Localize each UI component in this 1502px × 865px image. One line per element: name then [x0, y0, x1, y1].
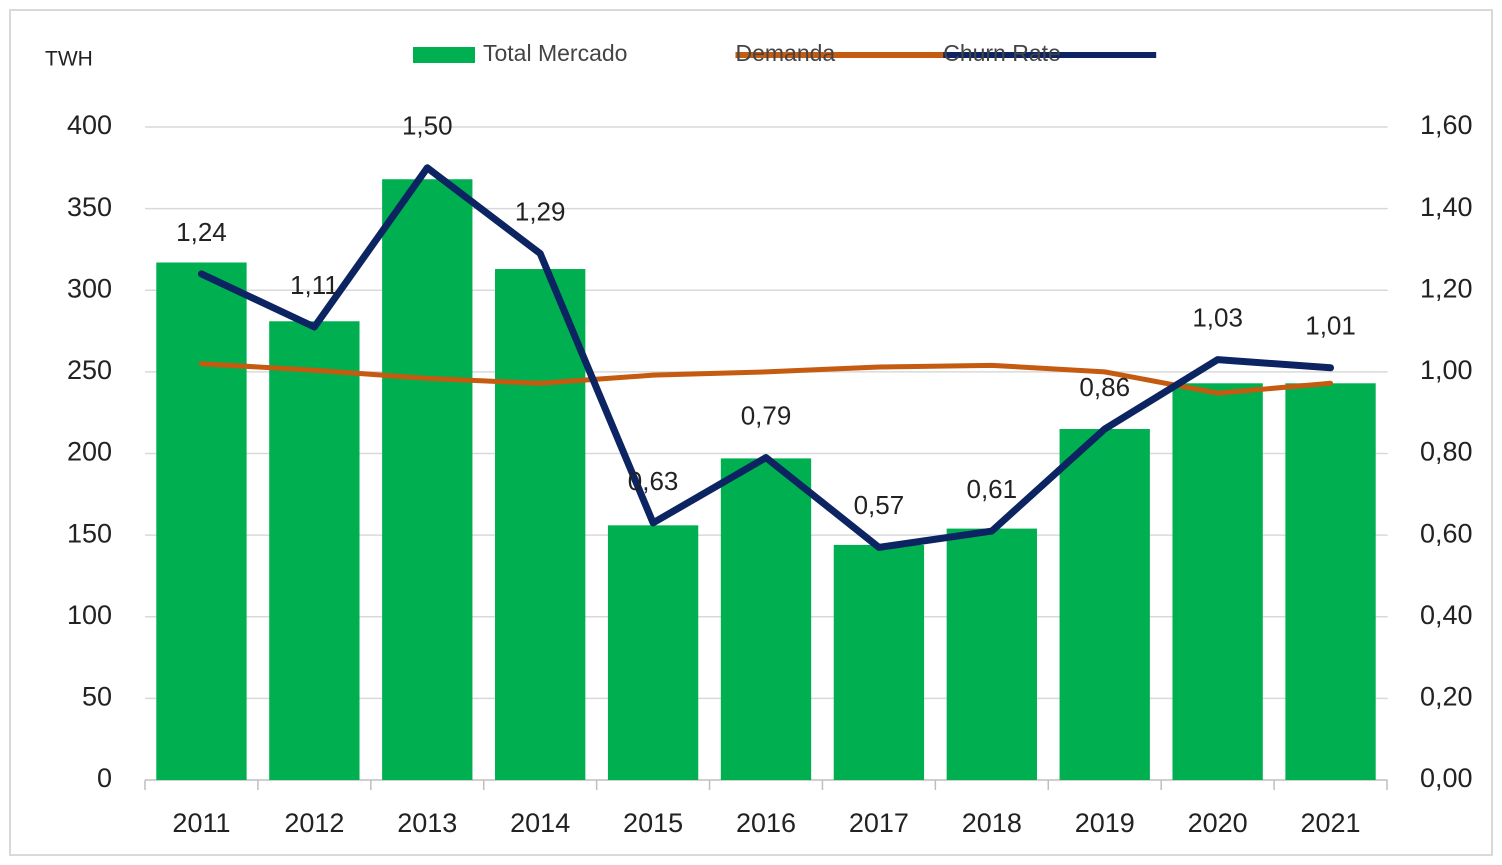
y-tick-label: 300: [67, 273, 112, 303]
data-label: 1,50: [402, 111, 453, 141]
y2-tick-label: 1,40: [1420, 192, 1473, 222]
y2-tick-label: 1,00: [1420, 355, 1473, 385]
x-tick-label: 2012: [284, 808, 344, 838]
line: [198, 361, 1334, 396]
x-tick-label: 2017: [849, 808, 909, 838]
data-label: 1,24: [176, 217, 227, 247]
x-tick-label: 2011: [172, 808, 230, 838]
y2-tick-label: 0,00: [1420, 763, 1473, 793]
bar: [1172, 383, 1263, 780]
y-axis-label: TWH: [45, 48, 93, 71]
y-tick-label: 150: [67, 518, 112, 548]
data-label: 0,63: [628, 466, 679, 496]
data-label: 0,57: [854, 490, 905, 520]
y2-tick-label: 1,20: [1420, 273, 1473, 303]
x-tick-label: 2013: [397, 808, 457, 838]
data-label: 0,86: [1079, 372, 1130, 402]
legend-label: Demanda: [735, 40, 835, 66]
bar: [495, 269, 586, 780]
x-tick-label: 2021: [1301, 808, 1361, 838]
y2-tick-label: 0,60: [1420, 518, 1473, 548]
x-tick-label: 2018: [962, 808, 1022, 838]
bar: [382, 179, 473, 781]
y2-tick-label: 0,80: [1420, 437, 1473, 467]
bar: [1059, 429, 1150, 780]
x-tick-label: 2015: [623, 808, 683, 838]
data-label: 1,29: [515, 196, 566, 226]
bar: [156, 262, 247, 780]
data-label: 0,79: [741, 400, 792, 430]
data-label: 1,03: [1192, 303, 1243, 333]
y-tick-label: 50: [82, 682, 112, 712]
x-tick-label: 2020: [1188, 808, 1248, 838]
bar: [720, 458, 812, 780]
x-tick-label: 2016: [736, 808, 796, 838]
y-tick-label: 250: [67, 355, 112, 385]
legend-label: Churn Rate: [943, 40, 1061, 66]
bar: [607, 525, 699, 780]
bar: [946, 528, 1037, 780]
data-label: 1,11: [290, 270, 339, 300]
y-tick-label: 0: [97, 763, 112, 793]
data-label: 0,61: [967, 474, 1018, 504]
data-label: 1,01: [1305, 311, 1356, 341]
x-tick-label: 2014: [510, 808, 570, 838]
legend-swatch: [413, 47, 475, 63]
y-tick-label: 200: [67, 437, 112, 467]
y2-tick-label: 1,60: [1420, 110, 1473, 140]
x-tick-label: 2019: [1075, 808, 1135, 838]
line: [197, 164, 1335, 551]
bar: [1285, 383, 1376, 780]
y2-tick-label: 0,20: [1420, 682, 1473, 712]
y-tick-label: 400: [67, 110, 112, 140]
y-tick-label: 100: [67, 600, 112, 630]
y2-tick-label: 0,40: [1420, 600, 1473, 630]
legend-label: Total Mercado: [483, 40, 627, 66]
bar: [269, 321, 360, 780]
bar: [833, 544, 925, 780]
y-tick-label: 350: [67, 192, 112, 222]
